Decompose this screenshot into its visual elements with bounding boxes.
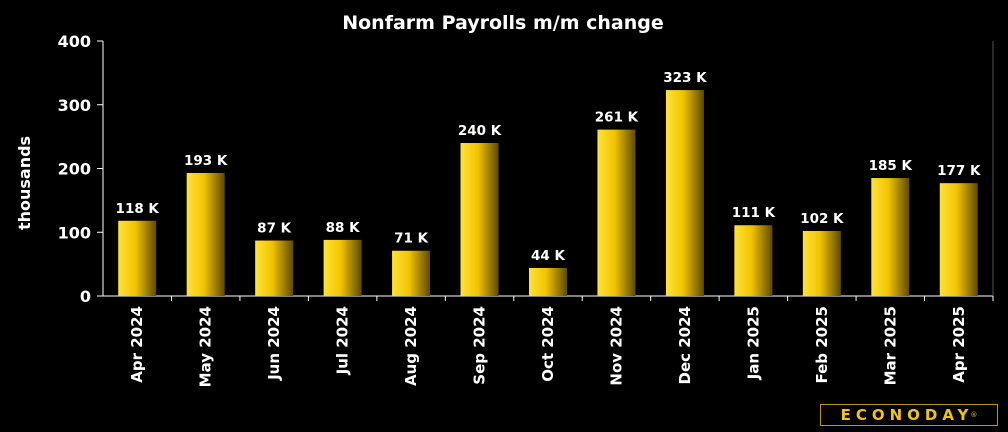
bar [255,240,294,296]
data-label: 118 K [116,201,160,217]
bar [323,239,362,296]
data-label: 102 K [800,211,844,227]
bar [597,129,636,296]
y-tick-label: 100 [58,223,91,242]
y-axis-label: thousands [15,136,34,230]
data-label: 87 K [257,221,291,237]
y-tick-label: 300 [58,96,91,115]
x-tick-label: May 2024 [197,306,215,387]
x-tick-label: Nov 2024 [607,306,625,386]
data-label: 44 K [531,248,565,264]
plot-area: 0 100 200 300 400 118 K Apr 2024 193 K May 2024 8… [58,32,994,387]
x-tick-label: Oct 2024 [539,306,557,382]
x-tick-label: Jan 2025 [744,306,762,380]
y-tick-label: 400 [58,32,91,51]
x-tick-label: Dec 2024 [676,306,694,385]
x-tick-label: Jun 2024 [265,306,283,381]
logo-text: ECONODAY [840,406,974,424]
data-label: 111 K [732,205,776,221]
bar [665,90,704,297]
data-label: 71 K [394,231,428,247]
data-label: 88 K [326,220,360,236]
registered-mark: ® [970,411,978,419]
chart-title: Nonfarm Payrolls m/m change [342,12,664,34]
x-tick-label: Apr 2025 [950,306,968,383]
x-tick-label: Apr 2024 [128,306,146,383]
data-label: 261 K [595,110,639,126]
x-tick-label: Aug 2024 [402,306,420,386]
x-tick-label: Mar 2025 [881,306,899,385]
x-tick-label: Sep 2024 [471,306,489,385]
data-label: 193 K [184,153,228,169]
data-label: 323 K [663,70,707,86]
data-label: 185 K [869,158,913,174]
econoday-logo: ECONODAY ® [820,404,998,426]
x-tick-label: Feb 2025 [813,306,831,384]
data-label: 177 K [937,163,981,179]
y-tick-label: 200 [58,160,91,179]
data-label: 240 K [458,123,502,139]
bar [118,220,157,296]
bar [392,250,431,296]
y-tick-label: 0 [80,287,91,306]
bar [871,178,910,296]
x-tick-label: Jul 2024 [334,306,352,375]
bar [734,225,773,296]
bar [802,230,841,296]
bar [460,143,499,296]
bar [529,267,567,296]
bar [939,183,978,296]
bar [186,172,225,296]
